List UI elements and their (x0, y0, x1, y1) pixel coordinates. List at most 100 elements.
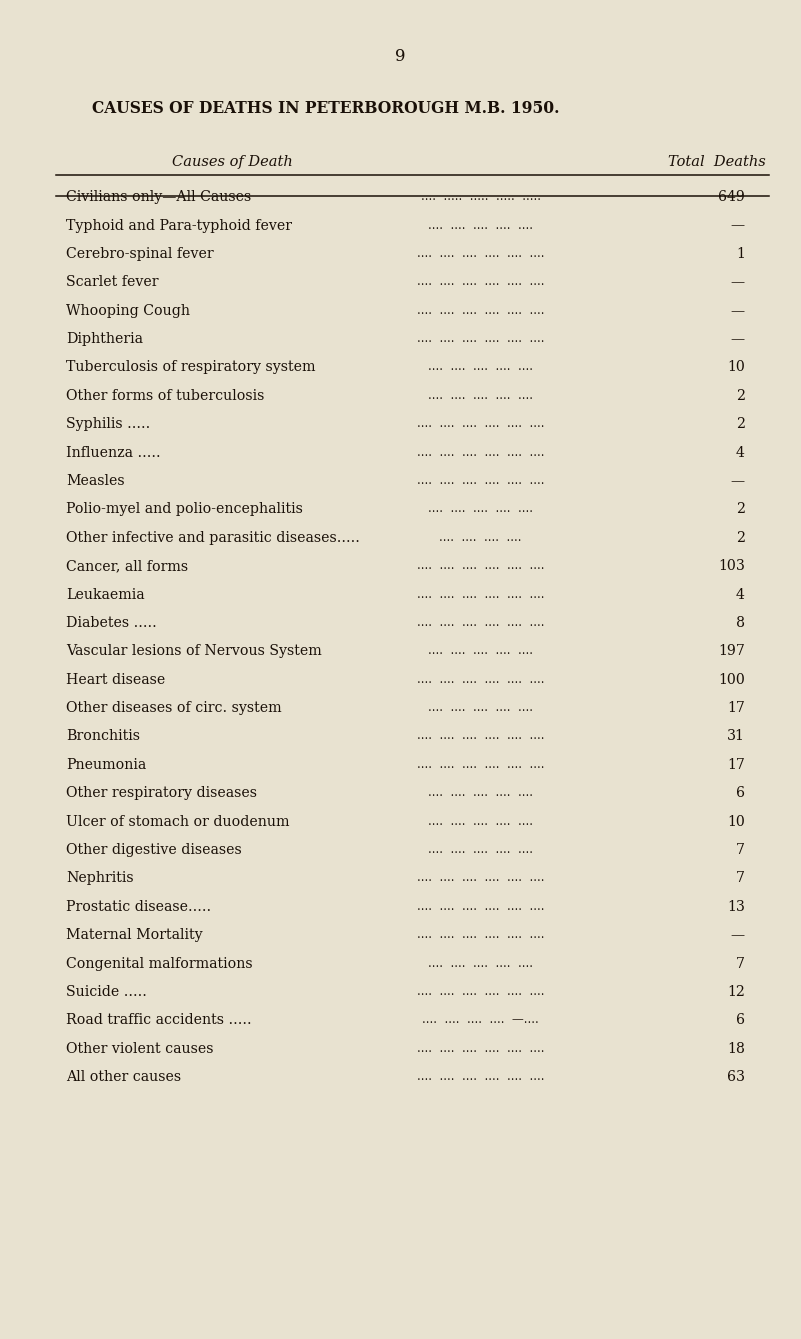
Text: Syphilis .....: Syphilis ..... (66, 418, 151, 431)
Text: Diabetes .....: Diabetes ..... (66, 616, 157, 629)
Text: Other infective and parasitic diseases.....: Other infective and parasitic diseases..… (66, 530, 360, 545)
Text: 9: 9 (395, 48, 406, 66)
Text: ....  ....  ....  ....  ....  ....: .... .... .... .... .... .... (417, 730, 545, 743)
Text: Polio-myel and polio-encephalitis: Polio-myel and polio-encephalitis (66, 502, 304, 517)
Text: 7: 7 (736, 872, 745, 885)
Text: CAUSES OF DEATHS IN PETERBOROUGH M.B. 1950.: CAUSES OF DEATHS IN PETERBOROUGH M.B. 19… (92, 100, 560, 118)
Text: Diphtheria: Diphtheria (66, 332, 143, 345)
Text: ....  ....  ....  ....  ....: .... .... .... .... .... (428, 644, 533, 657)
Text: Prostatic disease.....: Prostatic disease..... (66, 900, 211, 913)
Text: ....  ....  ....  ....  ....: .... .... .... .... .... (428, 218, 533, 232)
Text: Whooping Cough: Whooping Cough (66, 304, 191, 317)
Text: 649: 649 (718, 190, 745, 204)
Text: —: — (731, 218, 745, 233)
Text: 13: 13 (727, 900, 745, 913)
Text: ....  ....  ....  ....  ....  ....: .... .... .... .... .... .... (417, 758, 545, 771)
Text: 6: 6 (736, 1014, 745, 1027)
Text: Influenza .....: Influenza ..... (66, 446, 161, 459)
Text: Other respiratory diseases: Other respiratory diseases (66, 786, 257, 801)
Text: Other diseases of circ. system: Other diseases of circ. system (66, 702, 282, 715)
Text: Leukaemia: Leukaemia (66, 588, 145, 601)
Text: Bronchitis: Bronchitis (66, 730, 140, 743)
Text: 2: 2 (736, 502, 745, 517)
Text: Total  Deaths: Total Deaths (668, 155, 766, 169)
Text: ....  ....  ....  ....  ....: .... .... .... .... .... (428, 956, 533, 969)
Text: 10: 10 (727, 360, 745, 375)
Text: 103: 103 (718, 560, 745, 573)
Text: 2: 2 (736, 418, 745, 431)
Text: ....  ....  ....  ....: .... .... .... .... (440, 530, 521, 544)
Text: Causes of Death: Causes of Death (172, 155, 292, 169)
Text: ....  ....  ....  ....  ....: .... .... .... .... .... (428, 502, 533, 516)
Text: 2: 2 (736, 530, 745, 545)
Text: 17: 17 (727, 758, 745, 771)
Text: ....  ....  ....  ....  ....  ....: .... .... .... .... .... .... (417, 332, 545, 345)
Text: Ulcer of stomach or duodenum: Ulcer of stomach or duodenum (66, 814, 290, 829)
Text: —: — (731, 276, 745, 289)
Text: 4: 4 (736, 588, 745, 601)
Text: Tuberculosis of respiratory system: Tuberculosis of respiratory system (66, 360, 316, 375)
Text: ....  .....  .....  .....  .....: .... ..... ..... ..... ..... (421, 190, 541, 204)
Text: Measles: Measles (66, 474, 125, 487)
Text: ....  ....  ....  ....  ....  ....: .... .... .... .... .... .... (417, 616, 545, 629)
Text: Cerebro-spinal fever: Cerebro-spinal fever (66, 246, 214, 261)
Text: Suicide .....: Suicide ..... (66, 986, 147, 999)
Text: Other violent causes: Other violent causes (66, 1042, 214, 1055)
Text: 18: 18 (727, 1042, 745, 1055)
Text: 12: 12 (727, 986, 745, 999)
Text: —: — (731, 928, 745, 943)
Text: 7: 7 (736, 844, 745, 857)
Text: 31: 31 (727, 730, 745, 743)
Text: 197: 197 (718, 644, 745, 659)
Text: Typhoid and Para-typhoid fever: Typhoid and Para-typhoid fever (66, 218, 292, 233)
Text: —: — (731, 304, 745, 317)
Text: Civilians only—All Causes: Civilians only—All Causes (66, 190, 252, 204)
Text: ....  ....  ....  ....  ....: .... .... .... .... .... (428, 702, 533, 714)
Text: Heart disease: Heart disease (66, 672, 166, 687)
Text: Other forms of tuberculosis: Other forms of tuberculosis (66, 388, 265, 403)
Text: ....  ....  ....  ....  ....  ....: .... .... .... .... .... .... (417, 672, 545, 686)
Text: ....  ....  ....  ....  ....  ....: .... .... .... .... .... .... (417, 928, 545, 941)
Text: ....  ....  ....  ....  ....: .... .... .... .... .... (428, 786, 533, 799)
Text: ....  ....  ....  ....  ....  ....: .... .... .... .... .... .... (417, 560, 545, 572)
Text: 10: 10 (727, 814, 745, 829)
Text: Maternal Mortality: Maternal Mortality (66, 928, 203, 943)
Text: ....  ....  ....  ....  ....  ....: .... .... .... .... .... .... (417, 446, 545, 459)
Text: 7: 7 (736, 956, 745, 971)
Text: Vascular lesions of Nervous System: Vascular lesions of Nervous System (66, 644, 322, 659)
Text: 100: 100 (718, 672, 745, 687)
Text: Other digestive diseases: Other digestive diseases (66, 844, 242, 857)
Text: 8: 8 (736, 616, 745, 629)
Text: ....  ....  ....  ....  ....  ....: .... .... .... .... .... .... (417, 304, 545, 317)
Text: ....  ....  ....  ....  ....: .... .... .... .... .... (428, 388, 533, 402)
Text: ....  ....  ....  ....  ....  ....: .... .... .... .... .... .... (417, 588, 545, 601)
Text: 63: 63 (727, 1070, 745, 1085)
Text: ....  ....  ....  ....  ....  ....: .... .... .... .... .... .... (417, 1070, 545, 1083)
Text: ....  ....  ....  ....  ....  ....: .... .... .... .... .... .... (417, 900, 545, 913)
Text: ....  ....  ....  ....  ....: .... .... .... .... .... (428, 360, 533, 374)
Text: 17: 17 (727, 702, 745, 715)
Text: ....  ....  ....  ....  ....  ....: .... .... .... .... .... .... (417, 276, 545, 288)
Text: All other causes: All other causes (66, 1070, 182, 1085)
Text: ....  ....  ....  ....  ....  ....: .... .... .... .... .... .... (417, 418, 545, 430)
Text: ....  ....  ....  ....  ....: .... .... .... .... .... (428, 814, 533, 828)
Text: Pneumonia: Pneumonia (66, 758, 147, 771)
Text: Cancer, all forms: Cancer, all forms (66, 560, 188, 573)
Text: 2: 2 (736, 388, 745, 403)
Text: ....  ....  ....  ....  ....  ....: .... .... .... .... .... .... (417, 246, 545, 260)
Text: 4: 4 (736, 446, 745, 459)
Text: —: — (731, 332, 745, 345)
Text: Road traffic accidents .....: Road traffic accidents ..... (66, 1014, 252, 1027)
Text: ....  ....  ....  ....  —....: .... .... .... .... —.... (422, 1014, 539, 1027)
Text: Congenital malformations: Congenital malformations (66, 956, 253, 971)
Text: ....  ....  ....  ....  ....  ....: .... .... .... .... .... .... (417, 474, 545, 487)
Text: 1: 1 (736, 246, 745, 261)
Text: Scarlet fever: Scarlet fever (66, 276, 159, 289)
Text: —: — (731, 474, 745, 487)
Text: ....  ....  ....  ....  ....  ....: .... .... .... .... .... .... (417, 986, 545, 998)
Text: Nephritis: Nephritis (66, 872, 134, 885)
Text: ....  ....  ....  ....  ....: .... .... .... .... .... (428, 844, 533, 856)
Text: ....  ....  ....  ....  ....  ....: .... .... .... .... .... .... (417, 1042, 545, 1055)
Text: 6: 6 (736, 786, 745, 801)
Text: ....  ....  ....  ....  ....  ....: .... .... .... .... .... .... (417, 872, 545, 885)
